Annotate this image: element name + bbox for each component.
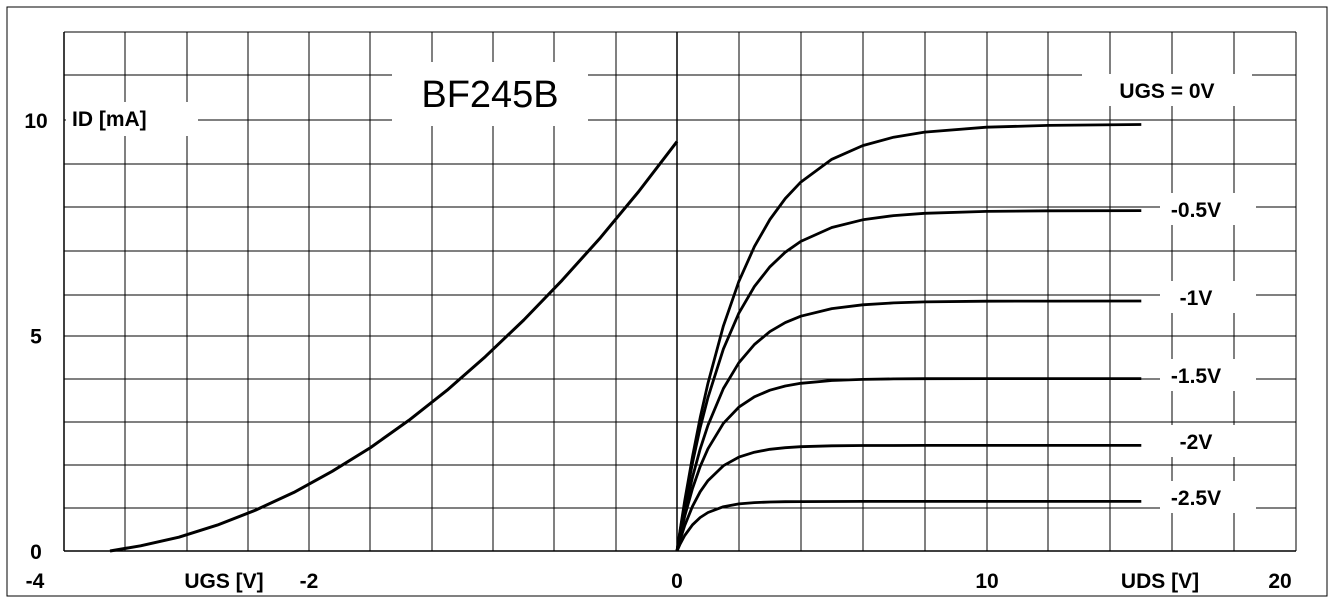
output-curve [675,209,1142,552]
chart-title: BF245B [421,74,558,116]
y-axis-label: ID [mA] [72,108,147,131]
output-curve [675,444,1142,552]
y-tick-label: 0 [30,541,42,564]
series-label: -1V [1180,287,1213,310]
series-label-bg [1160,281,1256,313]
series-label: -2V [1180,431,1213,454]
title-bg [392,62,588,126]
x-axis-label-ugs: UGS [V] [184,570,263,593]
output-curve [675,123,1142,552]
series-label: -1.5V [1171,365,1221,388]
series-label-bg [1160,193,1256,225]
series-label: UGS = 0V [1119,80,1214,103]
x-tick-label: -4 [26,570,45,593]
series-label-bg [1082,74,1252,106]
y-tick-label: 5 [30,326,42,349]
series-label-bg [1160,425,1256,457]
x-axis-label-uds: UDS [V] [1121,570,1199,593]
series-label: -0.5V [1171,199,1221,222]
x-tick-label: 20 [1268,570,1291,593]
output-curve [675,500,1142,552]
y-tick-label: 10 [24,110,47,133]
curves [109,123,1142,553]
transfer-curve [109,140,679,553]
series-label-bg [1160,359,1256,391]
x-tick-label: -2 [300,570,319,593]
series-label: -2.5V [1171,487,1221,510]
outer-frame [6,6,1328,597]
x-tick-label: 0 [671,570,683,593]
output-curve [675,377,1142,552]
output-curve [675,299,1142,552]
series-label-bg [1160,481,1256,513]
x-tick-label: 10 [975,570,998,593]
labels: UGS = 0V -0.5V -1V -1.5V -2V -2.5V BF245B ID [m… [24,62,1292,593]
ylabel-bg [66,102,198,136]
